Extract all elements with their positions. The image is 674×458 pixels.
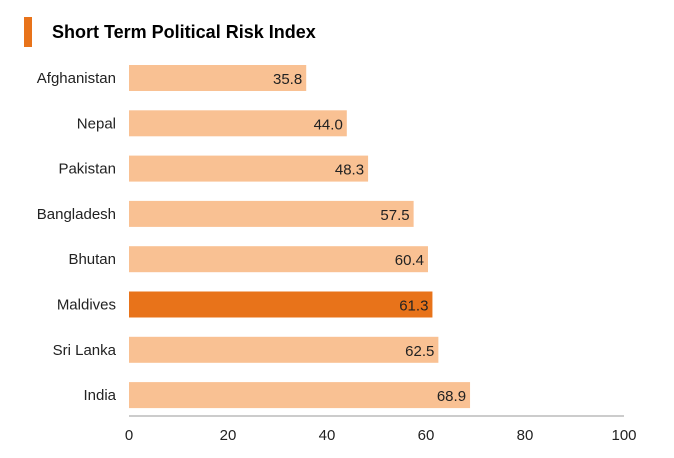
category-label-maldives: Maldives <box>57 297 116 314</box>
bar-maldives <box>129 291 433 318</box>
x-tick-label-20: 20 <box>220 427 237 444</box>
x-tick-label-100: 100 <box>611 427 636 444</box>
bar-afghanistan <box>129 65 307 91</box>
value-label-afghanistan: 35.8 <box>273 71 302 88</box>
category-label-pakistan: Pakistan <box>58 161 116 178</box>
x-tick-label-80: 80 <box>517 427 534 444</box>
category-label-nepal: Nepal <box>77 115 116 132</box>
chart-header: Short Term Political Risk Index <box>24 17 316 47</box>
category-label-bhutan: Bhutan <box>68 251 116 268</box>
category-label-india: India <box>83 387 116 404</box>
title-accent-bar <box>24 17 32 47</box>
value-label-india: 68.9 <box>437 388 466 405</box>
value-label-nepal: 44.0 <box>314 116 343 133</box>
bar-india <box>129 382 471 409</box>
value-label-bangladesh: 57.5 <box>380 207 409 224</box>
category-label-afghanistan: Afghanistan <box>37 70 116 87</box>
bar-bangladesh <box>129 200 414 227</box>
value-label-sri-lanka: 62.5 <box>405 343 434 360</box>
category-label-bangladesh: Bangladesh <box>37 206 116 223</box>
x-tick-label-0: 0 <box>125 427 133 444</box>
category-label-sri-lanka: Sri Lanka <box>53 342 117 359</box>
chart-title: Short Term Political Risk Index <box>52 21 316 42</box>
bar-sri-lanka <box>129 336 439 363</box>
value-label-bhutan: 60.4 <box>395 252 424 269</box>
x-tick-label-60: 60 <box>418 427 435 444</box>
value-label-maldives: 61.3 <box>399 298 428 315</box>
x-tick-label-40: 40 <box>319 427 336 444</box>
bar-nepal <box>129 110 347 137</box>
value-label-pakistan: 48.3 <box>335 162 364 179</box>
bar-pakistan <box>129 155 369 182</box>
bar-bhutan <box>129 246 428 273</box>
